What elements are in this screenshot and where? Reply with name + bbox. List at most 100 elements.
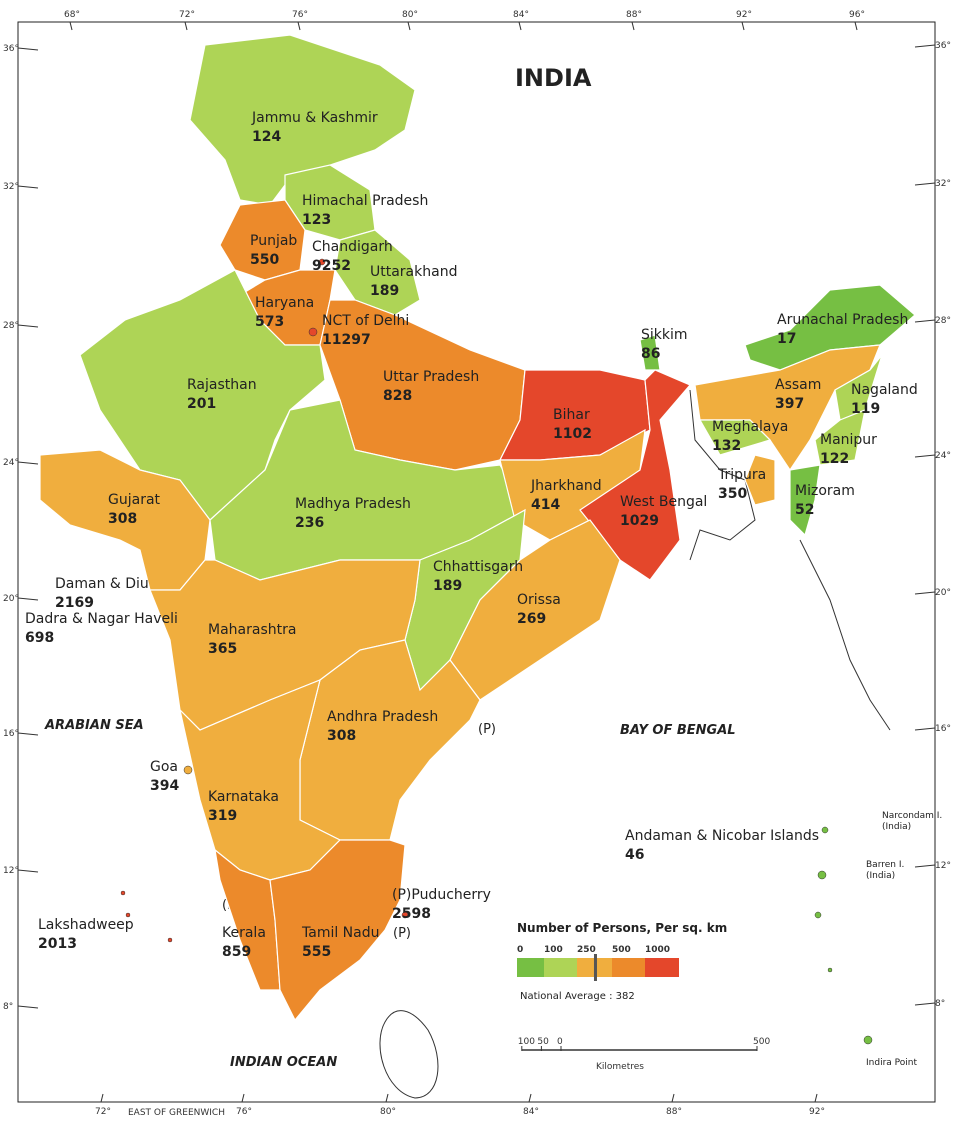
region-name: Jammu & Kashmir	[251, 110, 378, 126]
region-dot	[167, 937, 173, 943]
graticule-tick	[631, 21, 635, 31]
region-name: Jharkhand	[530, 478, 602, 494]
island-label: Indira Point	[866, 1058, 917, 1068]
graticule-tick	[407, 21, 411, 31]
graticule-tick	[17, 461, 39, 465]
region-value: 46	[625, 847, 644, 863]
region-name: Karnataka	[208, 789, 279, 805]
region-value: 550	[250, 252, 279, 268]
region-dot	[120, 890, 126, 896]
graticule-tick	[241, 1093, 245, 1103]
longitude-label: 76°	[236, 1107, 252, 1117]
sea-label: ARABIAN SEA	[44, 718, 144, 733]
graticule-tick	[17, 47, 39, 51]
region-value: 859	[222, 944, 251, 960]
longitude-label: 76°	[292, 10, 308, 20]
island-label: Barren I.	[866, 860, 904, 870]
legend-swatch	[645, 958, 679, 977]
longitude-label: 80°	[402, 10, 418, 20]
region-name: Maharashtra	[208, 622, 296, 638]
region-value: 201	[187, 396, 216, 412]
latitude-label: 32°	[3, 182, 19, 192]
region-dot	[308, 327, 318, 337]
graticule-tick	[741, 21, 745, 31]
longitude-label: 88°	[626, 10, 642, 20]
region-value: 394	[150, 778, 179, 794]
region	[744, 284, 916, 371]
latitude-label: 32°	[935, 179, 951, 189]
region-value: 52	[795, 502, 814, 518]
graticule-tick	[17, 185, 39, 189]
region-dot	[817, 870, 827, 880]
longitude-label: 92°	[809, 1107, 825, 1117]
longitude-label: 72°	[179, 10, 195, 20]
scale-unit: Kilometres	[596, 1062, 644, 1072]
map-title: INDIA	[515, 64, 592, 92]
region-value: 573	[255, 314, 284, 330]
national-average: National Average : 382	[520, 991, 635, 1002]
scale-label: 500	[753, 1037, 770, 1047]
region-value: 9252	[312, 258, 351, 274]
region	[834, 354, 883, 421]
national-average-marker	[593, 954, 597, 981]
region	[334, 229, 421, 316]
national-average-label: National Average :	[520, 991, 612, 1002]
graticule-tick	[671, 1093, 675, 1103]
region-name: (P)Puducherry	[392, 887, 491, 903]
region-name: Lakshadweep	[38, 917, 134, 933]
region-name: Rajasthan	[187, 377, 257, 393]
latitude-label: 36°	[3, 44, 19, 54]
island-label: (India)	[882, 822, 911, 832]
region	[579, 369, 691, 581]
region-value: 350	[718, 486, 747, 502]
region-name: Dadra & Nagar Haveli	[25, 611, 178, 627]
meridian-note: EAST OF GREENWICH	[128, 1108, 225, 1118]
region-name: Tamil Nadu	[301, 925, 380, 941]
legend-swatch	[517, 958, 544, 977]
region-value: 308	[327, 728, 356, 744]
longitude-label: 88°	[666, 1107, 682, 1117]
scale-label: 100	[518, 1037, 535, 1047]
region-value: 17	[777, 331, 796, 347]
legend-title: Number of Persons, Per sq. km	[517, 921, 727, 935]
region-dot	[827, 967, 833, 973]
latitude-label: 8°	[3, 1002, 13, 1012]
latitude-label: 16°	[935, 724, 951, 734]
frame	[17, 21, 936, 1103]
region-name: Uttarakhand	[370, 264, 457, 280]
region-name: Meghalaya	[712, 419, 788, 435]
longitude-label: 72°	[95, 1107, 111, 1117]
region-name: Uttar Pradesh	[383, 369, 479, 385]
region-name: Chandigarh	[312, 239, 393, 255]
region	[698, 419, 772, 456]
region-value: 132	[712, 438, 741, 454]
region-name: Nagaland	[851, 382, 918, 398]
latitude-label: 12°	[935, 861, 951, 871]
neighbour-coast	[689, 389, 891, 731]
region-value: 269	[517, 611, 546, 627]
region-value: 1029	[620, 513, 659, 529]
sea-label: INDIAN OCEAN	[230, 1055, 337, 1070]
graticule-tick	[69, 21, 73, 31]
region-value: 2013	[38, 936, 77, 952]
latitude-label: 36°	[935, 41, 951, 51]
region-name: Andhra Pradesh	[327, 709, 438, 725]
region-name: Arunachal Pradesh	[777, 312, 908, 328]
graticule-tick	[184, 21, 188, 31]
latitude-label: 28°	[3, 321, 19, 331]
region-name: Bihar	[553, 407, 590, 423]
region-name: Sikkim	[641, 327, 688, 343]
graticule-tick	[100, 1093, 104, 1103]
graticule-tick	[914, 1002, 936, 1006]
longitude-label: 80°	[380, 1107, 396, 1117]
region-value: 365	[208, 641, 237, 657]
graticule-tick	[914, 727, 936, 731]
graticule-tick	[914, 44, 936, 48]
sea-label: BAY OF BENGAL	[620, 723, 736, 738]
region-dot	[863, 1035, 873, 1045]
longitude-label: 92°	[736, 10, 752, 20]
latitude-label: 28°	[935, 316, 951, 326]
region-value: 122	[820, 451, 849, 467]
longitude-label: 84°	[523, 1107, 539, 1117]
